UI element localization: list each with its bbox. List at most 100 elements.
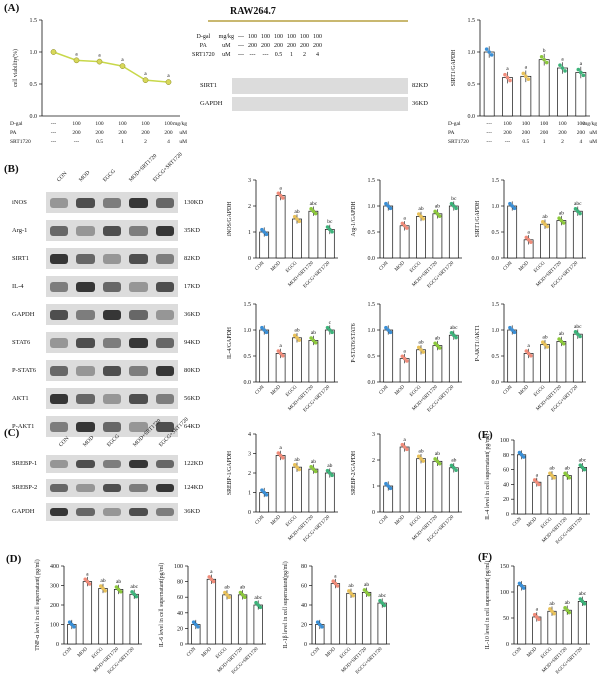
blot-band	[102, 198, 122, 208]
sig-letter: a	[167, 73, 170, 79]
blot-band	[155, 422, 174, 432]
x-table-cell: 100	[558, 121, 567, 127]
y-tick-label: 60	[503, 468, 509, 474]
x-tick-label: EGCG	[339, 647, 352, 660]
sig-letter: a	[403, 216, 406, 222]
panel-label-e: (E)	[478, 429, 493, 441]
replicate-point	[582, 467, 587, 472]
replicate-point	[535, 615, 539, 619]
y-tick-label: 100	[500, 438, 509, 444]
bar	[383, 329, 394, 383]
x-tick-label: EGCG	[540, 517, 553, 530]
replicate-point	[295, 336, 299, 340]
replicate-point	[545, 224, 550, 229]
y-tick-label: 60	[301, 584, 307, 590]
sig-letter: ab	[418, 206, 423, 212]
x-table-cell: ---	[486, 130, 492, 136]
replicate-point	[532, 612, 537, 617]
x-tick-label: CON	[255, 515, 266, 526]
y-tick-label: 40	[177, 611, 183, 617]
y-axis-label: Arg-1/GAPDH	[351, 201, 357, 237]
y-axis-label: IL-4/GAPDH	[227, 326, 233, 359]
x-table-cell: 200	[141, 130, 150, 136]
replicate-point	[437, 461, 442, 466]
x-table-unit: uM	[589, 139, 597, 145]
bar	[572, 333, 583, 383]
replicate-point	[565, 608, 569, 612]
replicate-point	[281, 353, 285, 358]
y-tick-label: 0.5	[368, 230, 376, 236]
blot-band	[155, 282, 174, 292]
replicate-point	[521, 586, 526, 590]
replicate-point	[567, 475, 572, 480]
blot-band	[50, 394, 69, 404]
y-tick-label: 0	[304, 642, 307, 648]
x-table-cell: 200	[558, 130, 567, 136]
x-table-cell: 200	[118, 130, 127, 136]
x-tick-label: MOD	[201, 647, 213, 659]
blot-row-inos	[46, 192, 178, 213]
sig-letter: ab	[327, 463, 332, 469]
blot-band	[102, 484, 122, 493]
x-table-unit: mg/kg	[583, 121, 597, 127]
replicate-point	[260, 227, 264, 232]
y-tick-label: 100	[174, 564, 183, 570]
replicate-point	[487, 50, 491, 54]
blot-band	[155, 366, 174, 376]
row-unit: uM	[222, 51, 231, 58]
y-tick-label: 3	[372, 432, 375, 438]
x-tick-label: MOD	[394, 261, 406, 273]
sig-letter: a	[525, 65, 528, 71]
bar	[82, 581, 93, 645]
x-tick-label: MOD	[518, 261, 530, 273]
blot-a-kd-sirt1: 82KD	[412, 82, 428, 89]
lane-mod: MOD	[78, 169, 92, 184]
replicate-point	[227, 595, 231, 599]
y-tick-label: 40	[503, 482, 509, 488]
sig-letter: bc	[451, 196, 457, 202]
blot-a-gapdh	[232, 97, 408, 111]
blot-band	[129, 310, 148, 320]
replicate-point	[563, 69, 567, 73]
y-axis-label: SIRT1/GAPDH	[451, 49, 457, 87]
x-table-cell: 4	[579, 139, 582, 145]
replicate-point	[529, 240, 533, 244]
bar	[98, 588, 108, 645]
sig-letter: b	[543, 48, 546, 54]
replicate-point	[508, 78, 512, 83]
replicate-point	[552, 475, 556, 480]
blot-band	[76, 460, 95, 469]
x-table-cell: 4	[167, 139, 170, 145]
bar	[222, 594, 232, 645]
blot-a-label-sirt1: SIRT1	[200, 82, 217, 89]
blot-kd: 56KD	[184, 394, 200, 402]
replicate-point	[573, 207, 578, 211]
replicate-point	[543, 222, 547, 226]
sig-letter: a	[279, 185, 282, 191]
x-table-cell: 100	[522, 121, 531, 127]
x-table-cell: 100	[118, 121, 127, 127]
blot-band	[50, 282, 69, 292]
replicate-point	[223, 590, 227, 595]
y-tick-label: 0	[506, 512, 509, 518]
row-unit: uM	[222, 42, 231, 49]
cell: ---	[238, 33, 244, 40]
replicate-point	[558, 63, 562, 67]
sig-letter: ab	[311, 459, 316, 465]
sig-letter: ab	[294, 457, 299, 463]
replicate-point	[295, 217, 299, 221]
replicate-point	[540, 220, 545, 224]
replicate-point	[526, 351, 531, 356]
replicate-point	[328, 328, 332, 332]
blot-row-il-4	[46, 276, 178, 297]
x-tick-label: EGCG	[540, 647, 553, 660]
x-tick-label: EGCG	[533, 385, 546, 398]
y-tick-label: 20	[177, 626, 183, 632]
sig-letter: a	[121, 57, 124, 63]
panel-label-b: (B)	[4, 163, 19, 175]
replicate-point	[103, 588, 107, 593]
sig-letter: abc	[254, 595, 262, 601]
bar	[483, 51, 495, 117]
bar	[547, 610, 557, 645]
replicate-point	[256, 603, 260, 607]
